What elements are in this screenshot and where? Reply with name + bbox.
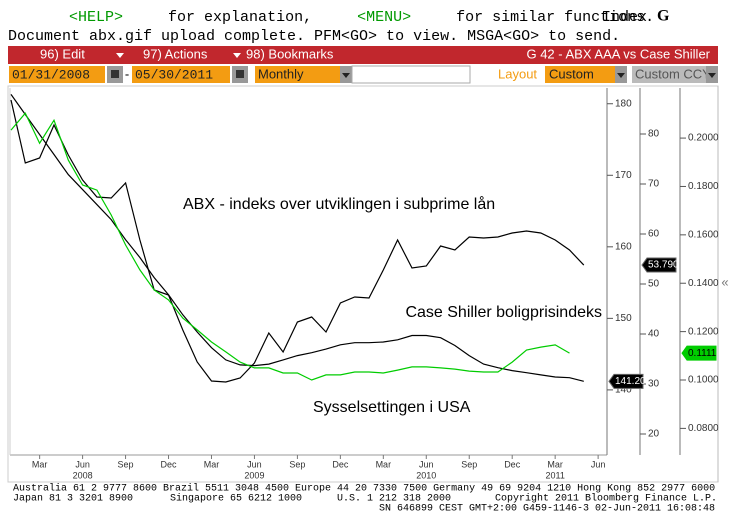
y-tick-label: 60 [648,229,660,240]
menu-text: for similar functions. [456,9,654,26]
x-tick-label: Dec [504,459,521,469]
annotation: Case Shiller boligprisindeks [405,304,602,321]
y-tick-label: 30 [648,379,660,390]
x-tick-label: Jun [247,459,262,469]
last-value-label: 0.1111 [688,348,717,359]
frequency[interactable]: Monthly [258,66,304,81]
y-tick-label: 80 [648,129,660,140]
y-tick-label: 0.1200 [688,326,719,337]
x-year-label: 2010 [416,470,436,480]
y-tick-label: 0.1400 [688,278,719,289]
x-tick-label: Dec [161,459,178,469]
calendar-icon [236,70,244,78]
date-separator: - [125,66,129,81]
y-tick-label: 0.0800 [688,423,719,434]
layout[interactable]: Custom [549,66,594,81]
x-tick-label: Sep [118,459,134,469]
x-tick-label: Dec [332,459,349,469]
plot: 140 150 160 170 180 20 30 40 50 60 70 80 0.0800 0.100… [9,88,719,480]
x-tick-label: Mar [32,459,48,469]
y-tick-label: 0.2000 [688,133,719,144]
end-date[interactable]: 05/30/2011 [135,67,213,82]
y-tick-label: 0.1800 [688,181,719,192]
footer-contacts: Japan 81 3 3201 8900 [13,494,133,505]
last-value-label: 53.790 [648,260,679,271]
layout-field[interactable] [545,66,615,83]
x-year-label: 2008 [73,470,93,480]
layout-label: Layout [498,66,537,81]
data-line [10,112,570,381]
dropdown-arrow [708,73,716,78]
footer-copyright: Copyright 2011 Bloomberg Finance L.P. [495,493,717,505]
x-year-label: 2011 [545,470,564,480]
status-line: Document abx.gif upload complete. PFM<GO… [8,28,620,45]
x-year-label: 2009 [244,470,264,480]
y-tick-label: 20 [648,429,660,440]
data-line [10,94,584,382]
y-tick-label: 180 [615,98,632,109]
y-tick-label: 50 [648,279,660,290]
side-toggle[interactable]: « [721,274,728,289]
dropdown-arrow[interactable] [116,53,124,58]
y-tick-label: 40 [648,329,660,340]
start-date-field[interactable] [9,66,105,83]
dropdown-arrow [342,73,350,78]
data-line [10,99,585,383]
end-date-field[interactable] [132,66,230,83]
x-tick-label: Jun [591,459,606,469]
currency[interactable]: Custom CCY [635,66,711,81]
y-tick-label: 170 [615,170,632,181]
annotation: ABX - indeks over utviklingen i subprime… [183,195,495,213]
x-tick-label: Mar [204,459,220,469]
footer-contacts: U.S. 1 212 318 2000 [337,494,451,505]
y-tick-label: 150 [615,313,632,324]
x-tick-label: Mar [547,459,563,469]
index-key: G [657,8,670,25]
footer-contacts: Australia 61 2 9777 8600 Brazil 5511 304… [13,483,715,495]
calendar-icon [111,70,119,78]
menu-key[interactable]: <MENU> [357,9,411,26]
start-date[interactable]: 01/31/2008 [12,67,90,82]
menu-item[interactable]: 98) Bookmarks [246,46,334,61]
last-value-label: 141.20 [615,376,646,387]
footer-session: SN 646899 CEST GMT+2:00 G459-1146-3 02-J… [379,504,715,515]
help-line: <HELP> for explanation, <MENU> for simil… [24,9,681,26]
y-tick-label: 0.1000 [688,375,719,386]
x-tick-label: Mar [376,459,392,469]
last-value-box [681,345,717,361]
dropdown-arrow[interactable] [233,53,241,58]
y-tick-label: 70 [648,179,660,190]
help-text: for explanation, [168,9,312,26]
currency-field[interactable] [632,66,706,83]
index-label: Index [602,9,647,26]
annotation: Sysselsettingen i USA [313,399,471,416]
x-tick-label: Sep [461,459,477,469]
y-tick-label: 0.1600 [688,229,719,240]
y-tick-label: 160 [615,241,632,252]
footer-contacts: Singapore 65 6212 1000 [170,493,302,505]
last-value-box [608,373,644,389]
dropdown-arrow [617,73,625,78]
x-tick-label: Sep [289,459,305,469]
x-tick-label: Jun [75,459,90,469]
x-tick-label: Jun [419,459,434,469]
menu-item[interactable]: 97) Actions [143,46,208,61]
page-title: G 42 - ABX AAA vs Case Shiller [526,46,710,61]
last-value-box [641,257,677,273]
blank-field[interactable] [351,65,471,84]
chart-panel [7,85,719,483]
y-tick-label: 140 [615,385,632,396]
menu-bar [8,46,718,64]
frequency-field[interactable] [255,66,340,83]
menu-item[interactable]: 96) Edit [40,46,85,61]
help-key[interactable]: <HELP> [69,9,123,26]
